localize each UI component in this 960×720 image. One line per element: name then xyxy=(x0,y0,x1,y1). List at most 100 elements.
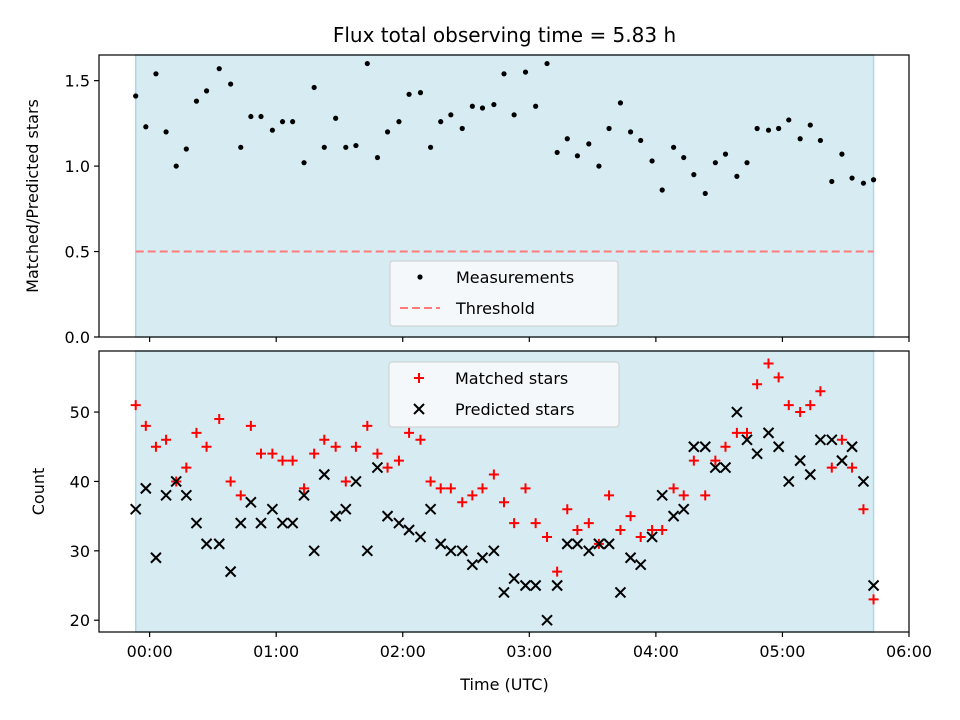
predicted-stars-point xyxy=(170,475,182,488)
legend-label: Matched stars xyxy=(455,369,568,388)
measurement-point xyxy=(511,112,517,118)
predicted-stars-point xyxy=(445,545,457,557)
measurement-point xyxy=(163,129,169,135)
measurement-point xyxy=(776,125,782,132)
predicted-stars-point xyxy=(361,545,374,557)
predicted-stars-point xyxy=(583,545,595,557)
measurement-point xyxy=(438,119,444,125)
ratio-panel: 0.0 0.5 1.0 1.5 Matched/Predicted stars Measu… xyxy=(23,54,910,347)
measurement-point xyxy=(702,190,708,197)
predicted-stars-point xyxy=(340,503,352,515)
matched-stars-point xyxy=(467,490,478,501)
matched-stars-point xyxy=(393,455,404,466)
matched-stars-point xyxy=(425,476,436,487)
matched-stars-point xyxy=(635,531,646,542)
measurement-point xyxy=(479,105,486,111)
series-matched-stars xyxy=(130,358,879,605)
legend-marker-plus xyxy=(414,373,424,383)
matched-stars-point xyxy=(604,490,615,501)
measurement-point xyxy=(797,136,803,142)
measurement-point xyxy=(364,60,370,67)
matched-stars-point xyxy=(625,511,636,522)
matched-stars-point xyxy=(657,525,668,536)
predicted-stars-point xyxy=(603,538,615,550)
x-tick-label: 02:00 xyxy=(380,642,426,661)
matched-stars-point xyxy=(847,462,858,473)
x-tick-label: 00:00 xyxy=(127,642,173,661)
matched-stars-point xyxy=(752,379,763,390)
x-tick-label: 03:00 xyxy=(506,642,552,661)
predicted-stars-point xyxy=(393,517,405,529)
measurement-point xyxy=(459,125,465,132)
measurement-point xyxy=(670,144,677,150)
measurement-point xyxy=(238,144,244,150)
y-tick-label: 0.0 xyxy=(65,328,90,347)
matched-stars-point xyxy=(214,413,225,424)
measurement-point xyxy=(638,137,644,144)
measurement-point xyxy=(427,144,434,150)
predicted-stars-point xyxy=(245,496,257,508)
legend-box xyxy=(388,361,620,428)
predicted-stars-point xyxy=(235,517,247,529)
measurement-point xyxy=(343,144,349,150)
predicted-stars-point xyxy=(403,524,415,536)
measurement-point xyxy=(807,122,813,128)
predicted-stars-point xyxy=(667,510,680,522)
matched-stars-point xyxy=(826,462,837,473)
predicted-stars-point xyxy=(571,538,584,550)
predicted-stars-point xyxy=(129,503,142,515)
measurement-point xyxy=(501,71,507,77)
measurement-point xyxy=(765,127,772,133)
matched-stars-point xyxy=(700,490,711,501)
matched-stars-point xyxy=(763,358,774,369)
matched-stars-point xyxy=(688,455,699,466)
predicted-stars-point xyxy=(498,586,510,599)
measurement-point xyxy=(533,103,539,109)
matched-stars-point xyxy=(731,427,742,438)
predicted-stars-point xyxy=(741,434,753,446)
matched-stars-point xyxy=(277,455,288,466)
predicted-stars-point xyxy=(836,454,848,467)
matched-stars-point xyxy=(552,566,563,577)
predicted-stars-point xyxy=(751,447,763,460)
y-tick-label: 50 xyxy=(70,403,90,422)
matched-stars-point xyxy=(319,434,330,445)
measurement-point xyxy=(396,119,402,125)
matched-stars-point xyxy=(615,525,626,536)
predicted-stars-point xyxy=(424,503,437,515)
legend: Measurements Threshold xyxy=(389,260,619,327)
measurement-point xyxy=(248,113,254,120)
measurement-point xyxy=(193,98,200,104)
matched-stars-point xyxy=(836,434,847,445)
matched-stars-point xyxy=(201,441,212,452)
predicted-stars-point xyxy=(519,579,532,592)
matched-stars-point xyxy=(572,525,583,536)
measurement-point xyxy=(133,93,139,99)
matched-stars-point xyxy=(225,476,236,487)
y-tick-label: 40 xyxy=(70,472,90,491)
matched-stars-point xyxy=(245,420,256,431)
measurement-point xyxy=(469,103,475,109)
predicted-stars-point xyxy=(466,558,479,571)
predicted-stars-point xyxy=(298,489,310,502)
measurement-point xyxy=(374,154,381,161)
matched-stars-point xyxy=(868,594,879,605)
predicted-stars-point xyxy=(656,489,668,502)
measurement-point xyxy=(564,136,570,142)
predicted-stars-point xyxy=(846,441,858,453)
matched-stars-point xyxy=(191,427,202,438)
matched-stars-point xyxy=(668,483,679,494)
predicted-stars-point xyxy=(213,538,225,550)
measurement-point xyxy=(290,119,296,125)
measurement-point xyxy=(649,158,655,164)
measurement-point xyxy=(301,160,307,166)
predicted-stars-point xyxy=(857,475,870,488)
predicted-stars-point xyxy=(719,461,732,474)
predicted-stars-point xyxy=(488,545,500,557)
x-axis-label: Time (UTC) xyxy=(459,675,548,694)
measurement-point xyxy=(183,146,189,152)
predicted-stars-point xyxy=(476,552,489,564)
predicted-stars-point xyxy=(826,434,838,446)
matched-stars-point xyxy=(795,407,806,418)
matched-stars-point xyxy=(562,504,573,515)
